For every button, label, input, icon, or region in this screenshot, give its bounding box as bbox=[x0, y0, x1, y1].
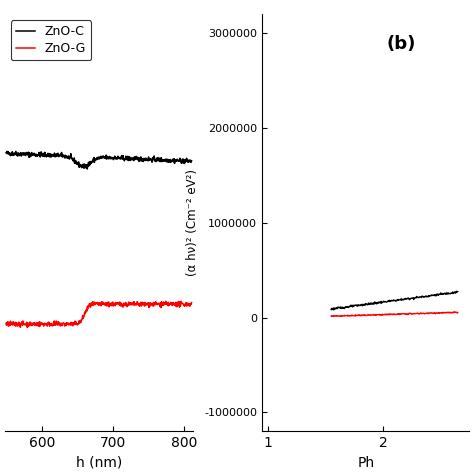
ZnO-G bbox=[143, 301, 149, 307]
ZnO-C bbox=[84, 166, 90, 172]
ZnO-G bbox=[178, 299, 184, 304]
ZnO-C bbox=[189, 158, 194, 164]
ZnO-C bbox=[3, 150, 9, 155]
ZnO-C bbox=[51, 153, 57, 159]
ZnO-G bbox=[51, 318, 57, 324]
ZnO-G bbox=[128, 300, 133, 306]
ZnO-G bbox=[88, 304, 93, 310]
Legend: ZnO-C, ZnO-G: ZnO-C, ZnO-G bbox=[11, 20, 91, 60]
ZnO-G bbox=[3, 320, 9, 326]
Line: ZnO-G: ZnO-G bbox=[6, 301, 191, 327]
Y-axis label: (α hν)² (Cm⁻² eV²): (α hν)² (Cm⁻² eV²) bbox=[186, 169, 199, 276]
ZnO-C bbox=[128, 156, 134, 162]
ZnO-C bbox=[113, 156, 119, 162]
ZnO-C bbox=[5, 149, 11, 155]
X-axis label: h (nm): h (nm) bbox=[76, 456, 122, 470]
ZnO-C bbox=[36, 152, 42, 157]
ZnO-G bbox=[18, 324, 23, 330]
ZnO-G bbox=[36, 319, 42, 325]
X-axis label: Ph: Ph bbox=[357, 456, 374, 470]
Line: ZnO-C: ZnO-C bbox=[6, 152, 191, 169]
ZnO-C bbox=[88, 160, 93, 165]
ZnO-G bbox=[189, 300, 194, 305]
Text: (b): (b) bbox=[386, 35, 416, 53]
ZnO-C bbox=[144, 156, 149, 162]
ZnO-G bbox=[113, 301, 118, 307]
